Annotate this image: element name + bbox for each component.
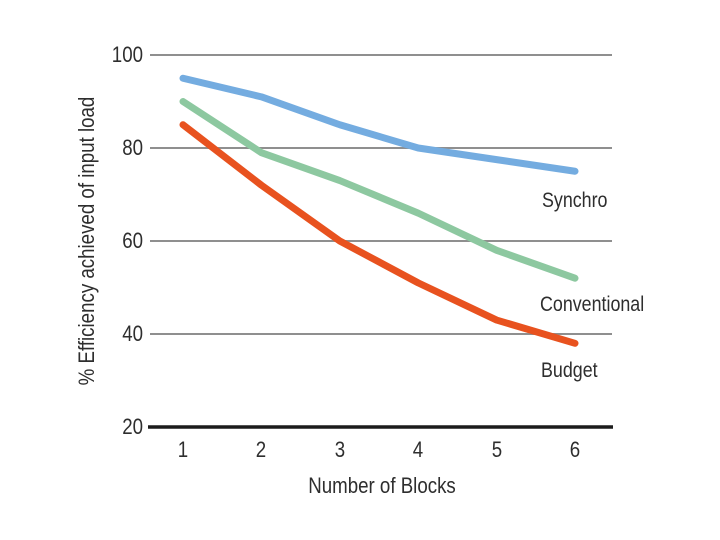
y-tick-label-60: 60 [122,228,143,253]
x-tick-label-6: 6 [569,437,581,462]
x-tick-label-4: 4 [412,437,424,462]
series-label-synchro: Synchro [542,189,608,212]
series-label-budget: Budget [541,359,598,382]
y-tick-label-20: 20 [122,414,143,439]
x-axis-title: Number of Blocks [308,473,456,498]
x-tick-label-3: 3 [334,437,346,462]
x-tick-label-1: 1 [177,437,189,462]
series-line-conventional [179,98,579,282]
x-tick-label-2: 2 [256,437,267,462]
series-line-budget [179,121,579,347]
series-label-conventional: Conventional [540,293,645,316]
series-line-synchro [179,74,579,175]
x-tick-label-5: 5 [491,437,502,462]
y-tick-label-100: 100 [111,42,143,67]
y-tick-label-80: 80 [122,135,143,160]
y-axis-title: % Efficiency achieved of input load [74,96,99,386]
y-tick-label-40: 40 [122,321,143,346]
